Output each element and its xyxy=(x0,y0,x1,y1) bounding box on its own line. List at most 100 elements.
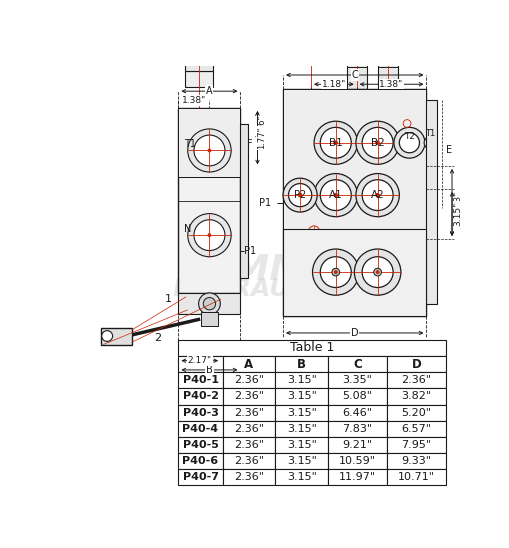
Text: A2: A2 xyxy=(370,190,384,200)
Text: 3.93": 3.93" xyxy=(453,190,462,215)
Circle shape xyxy=(298,193,301,197)
Circle shape xyxy=(208,149,211,152)
Bar xyxy=(327,453,386,469)
Circle shape xyxy=(375,141,379,145)
Text: B1: B1 xyxy=(328,138,342,148)
Text: T2: T2 xyxy=(403,132,414,141)
Text: 6.46": 6.46" xyxy=(342,408,372,418)
Text: A1: A1 xyxy=(328,190,342,200)
Circle shape xyxy=(423,136,436,149)
Text: P40-4: P40-4 xyxy=(182,424,218,434)
Text: 2.36": 2.36" xyxy=(234,408,264,418)
Bar xyxy=(178,421,222,437)
Bar xyxy=(327,389,386,404)
Circle shape xyxy=(354,249,400,295)
Text: 11.97": 11.97" xyxy=(338,472,375,482)
Bar xyxy=(240,123,248,277)
Bar xyxy=(386,453,445,469)
Circle shape xyxy=(208,233,211,237)
Bar xyxy=(184,56,212,71)
Circle shape xyxy=(314,174,357,216)
Circle shape xyxy=(282,178,317,212)
Bar xyxy=(327,404,386,421)
Text: B2: B2 xyxy=(370,138,384,148)
Text: P2: P2 xyxy=(293,190,305,200)
Bar xyxy=(275,389,327,404)
Bar xyxy=(386,356,445,372)
Circle shape xyxy=(355,121,399,164)
Circle shape xyxy=(373,269,381,276)
Circle shape xyxy=(393,127,424,158)
Circle shape xyxy=(361,180,392,210)
Bar xyxy=(178,469,222,486)
Circle shape xyxy=(320,180,351,210)
Text: 3.15": 3.15" xyxy=(286,391,316,402)
Bar xyxy=(222,453,275,469)
Text: 2.36": 2.36" xyxy=(234,424,264,434)
Bar xyxy=(222,469,275,486)
Circle shape xyxy=(355,174,399,216)
Bar xyxy=(282,89,426,230)
Bar xyxy=(275,437,327,453)
Circle shape xyxy=(361,256,392,288)
Text: T1: T1 xyxy=(425,129,435,138)
Bar xyxy=(386,389,445,404)
Bar xyxy=(327,421,386,437)
Bar xyxy=(101,328,132,345)
Text: 3.15": 3.15" xyxy=(286,408,316,418)
Circle shape xyxy=(187,129,231,172)
Bar xyxy=(184,71,212,87)
Bar xyxy=(299,35,321,60)
Bar xyxy=(282,89,426,316)
Text: P40-6: P40-6 xyxy=(182,456,218,466)
Text: 6.57": 6.57" xyxy=(401,424,431,434)
Bar xyxy=(222,389,275,404)
Text: 5.08": 5.08" xyxy=(342,391,372,402)
Bar xyxy=(178,437,222,453)
Bar xyxy=(299,20,321,35)
Text: D: D xyxy=(411,358,420,370)
Circle shape xyxy=(193,135,224,166)
Circle shape xyxy=(320,127,351,158)
Text: 2.36": 2.36" xyxy=(401,375,431,385)
Text: 1.38": 1.38" xyxy=(379,80,403,89)
Bar xyxy=(178,340,445,356)
Bar xyxy=(386,372,445,389)
Bar xyxy=(222,437,275,453)
Bar xyxy=(178,356,222,372)
Text: 2.36": 2.36" xyxy=(234,440,264,450)
Bar xyxy=(305,2,316,9)
Text: 1.77": 1.77" xyxy=(257,127,265,149)
Text: P1: P1 xyxy=(258,198,270,208)
Text: T1: T1 xyxy=(184,139,195,149)
Bar xyxy=(377,58,397,67)
Text: P1: P1 xyxy=(244,246,256,255)
Text: 9.21": 9.21" xyxy=(342,440,372,450)
Bar xyxy=(282,229,426,316)
Bar xyxy=(178,372,222,389)
Circle shape xyxy=(193,220,224,250)
Bar xyxy=(426,100,436,305)
Circle shape xyxy=(314,121,357,164)
Circle shape xyxy=(399,133,419,153)
Bar xyxy=(303,8,318,21)
Text: 10.71": 10.71" xyxy=(397,472,434,482)
Bar xyxy=(178,108,240,178)
Bar xyxy=(222,421,275,437)
Text: N: N xyxy=(184,224,191,234)
Circle shape xyxy=(312,249,358,295)
Text: 1.38": 1.38" xyxy=(182,96,206,105)
Bar xyxy=(346,66,366,89)
Circle shape xyxy=(288,184,311,207)
Text: P40-1: P40-1 xyxy=(182,375,218,385)
Text: 2.17": 2.17" xyxy=(187,356,211,365)
Bar xyxy=(275,356,327,372)
Text: 3.15": 3.15" xyxy=(453,202,462,226)
Bar xyxy=(346,58,366,67)
Circle shape xyxy=(375,271,378,273)
Text: SUMMIT: SUMMIT xyxy=(178,253,344,287)
Bar xyxy=(178,453,222,469)
Text: 1.46": 1.46" xyxy=(257,115,265,137)
Text: 3.15": 3.15" xyxy=(286,472,316,482)
Circle shape xyxy=(331,269,339,276)
